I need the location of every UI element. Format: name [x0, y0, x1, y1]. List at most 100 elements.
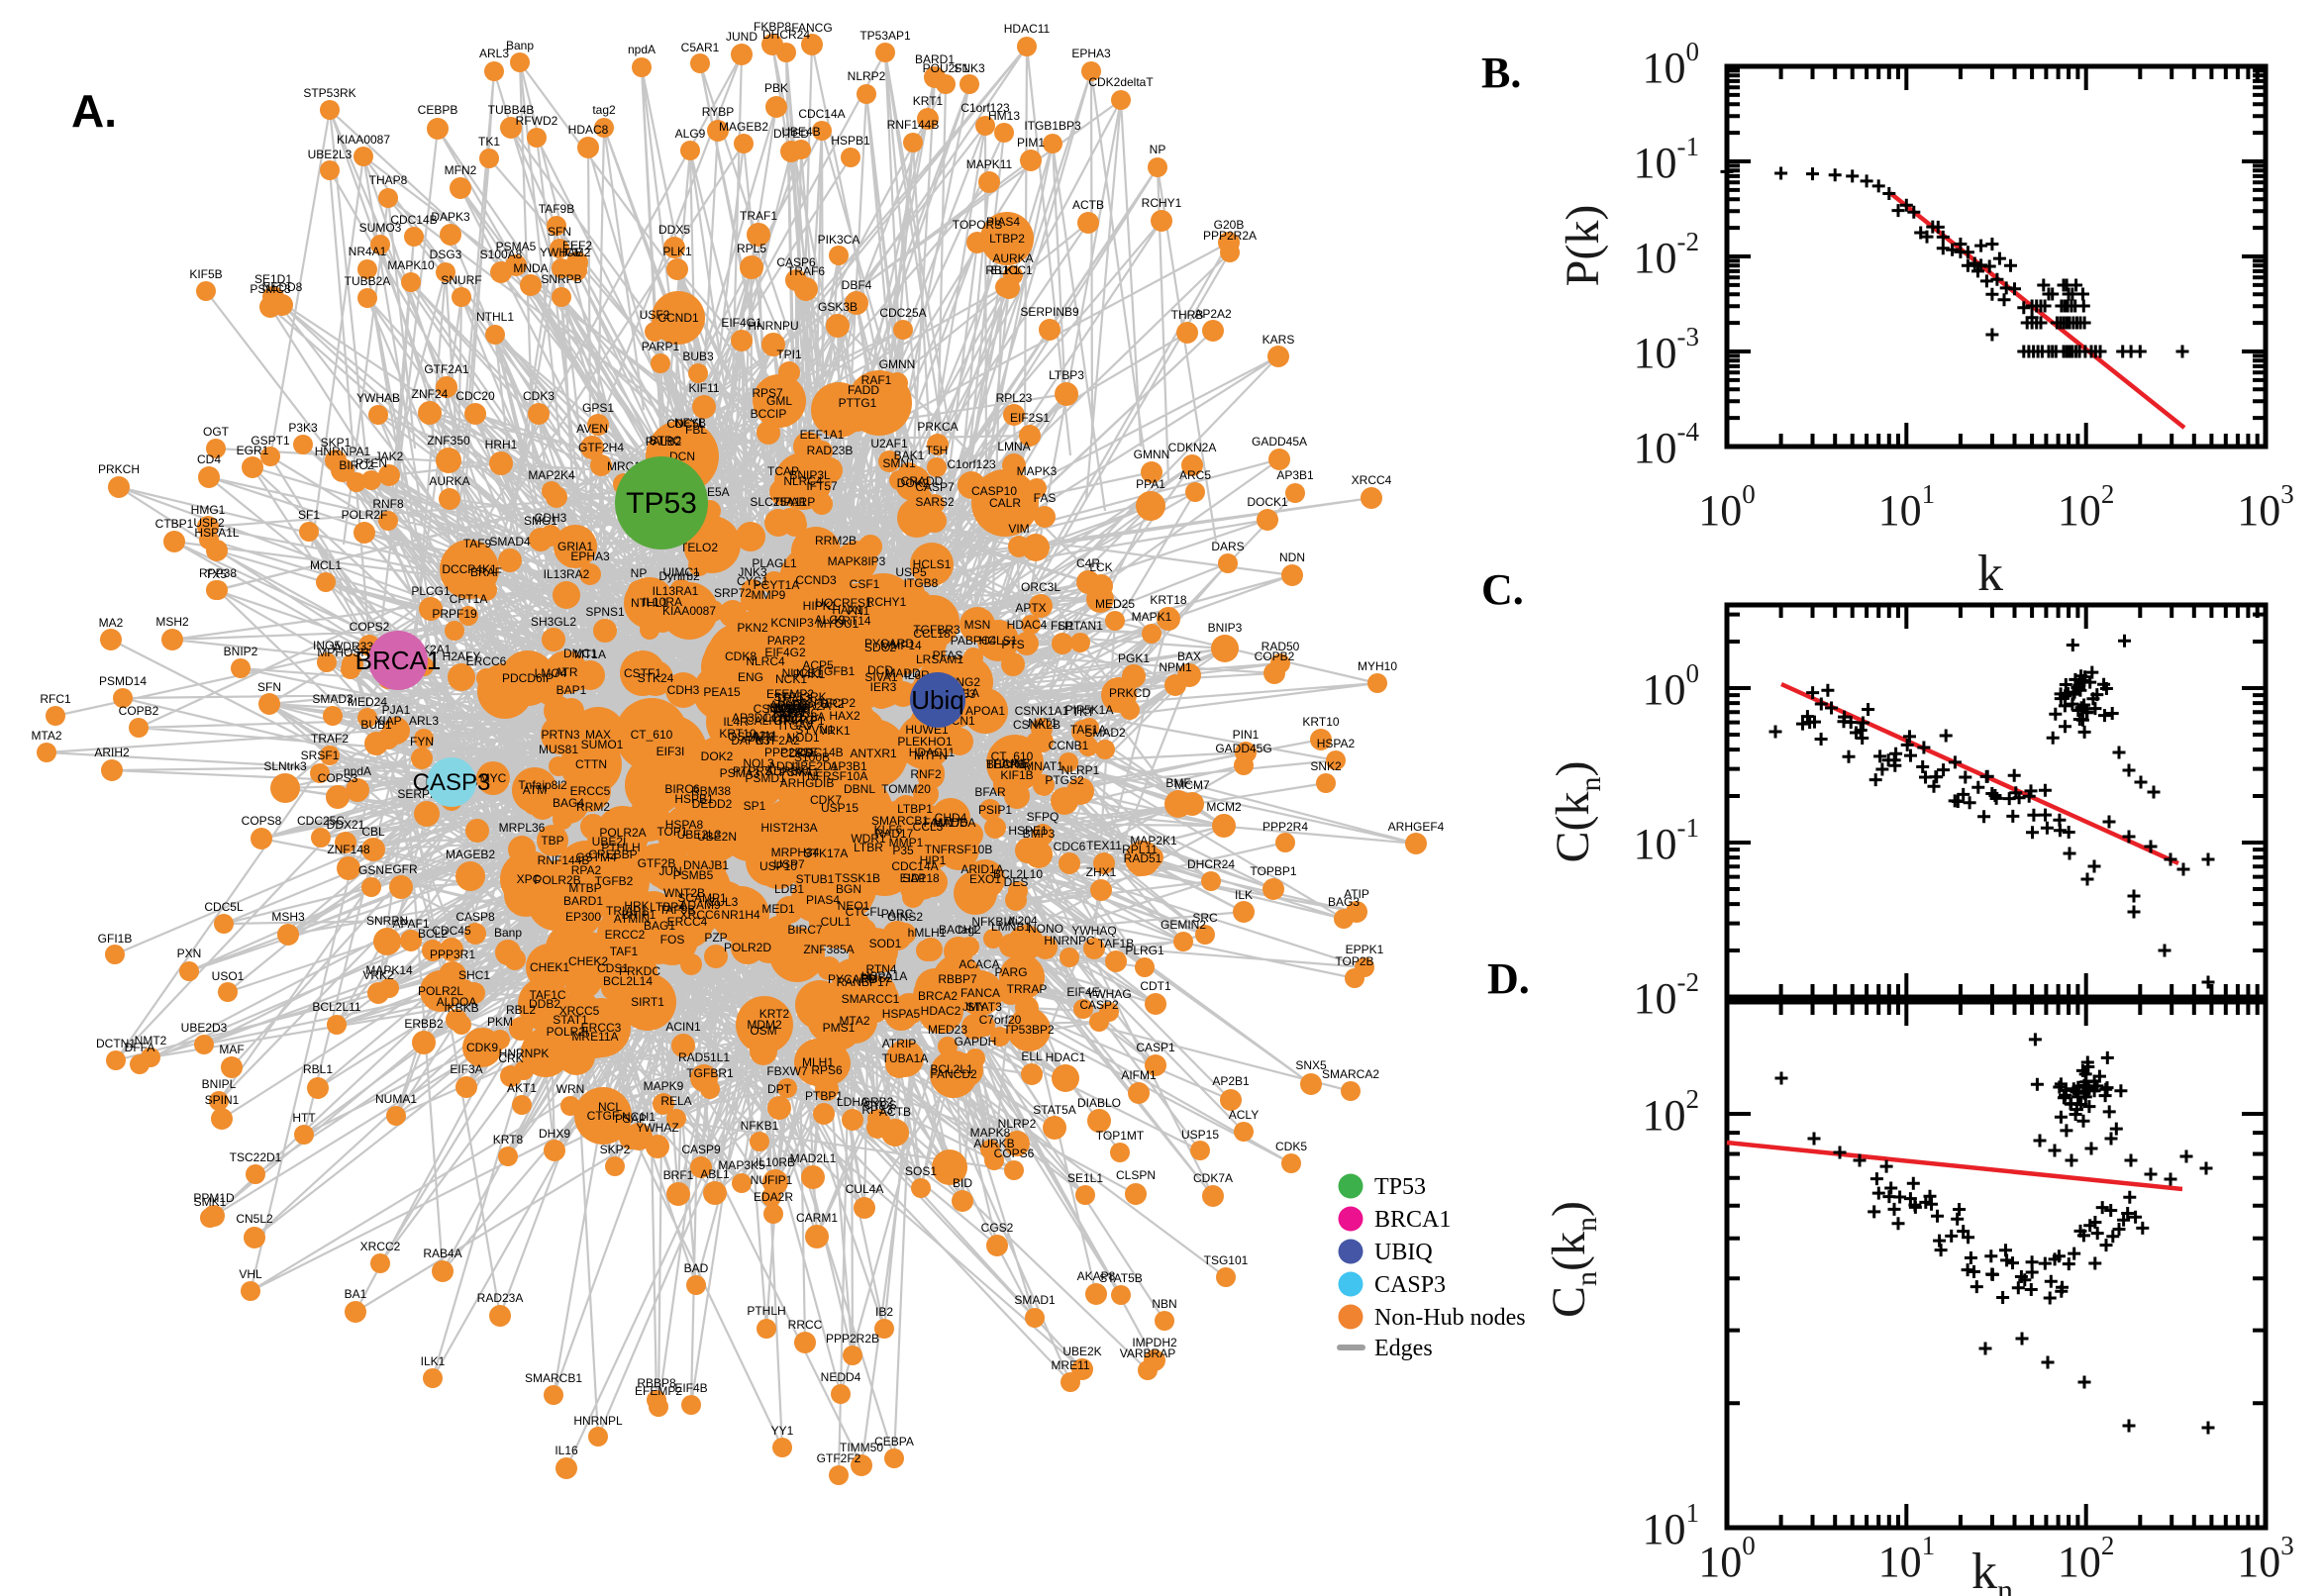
svg-text:VIM: VIM — [1008, 522, 1029, 536]
svg-text:UBE2L3: UBE2L3 — [677, 828, 722, 842]
svg-text:CDC14B: CDC14B — [796, 746, 843, 759]
svg-text:CDK6: CDK6 — [780, 747, 812, 760]
svg-text:SF1: SF1 — [298, 508, 320, 522]
svg-text:UBE2I: UBE2I — [592, 835, 627, 848]
svg-text:ILK: ILK — [1235, 888, 1253, 902]
svg-text:ATIP: ATIP — [1344, 887, 1369, 901]
svg-text:CCND1: CCND1 — [657, 311, 699, 325]
svg-text:NMT2: NMT2 — [135, 1034, 167, 1047]
svg-text:CASP7: CASP7 — [915, 480, 955, 494]
svg-text:Dynlrb2: Dynlrb2 — [658, 569, 700, 583]
svg-text:MSH3: MSH3 — [271, 910, 305, 924]
svg-text:DARS: DARS — [1211, 540, 1244, 553]
svg-text:DES: DES — [1004, 875, 1029, 889]
svg-text:STAT5A: STAT5A — [1033, 1103, 1076, 1117]
svg-text:GRIPAP1: GRIPAP1 — [773, 714, 824, 728]
svg-text:GPS1: GPS1 — [582, 401, 614, 415]
svg-text:SE1L1: SE1L1 — [1067, 1171, 1103, 1185]
svg-text:GADD45A: GADD45A — [1252, 435, 1307, 449]
svg-text:SE1D1: SE1D1 — [254, 272, 292, 286]
svg-text:COPS2: COPS2 — [350, 620, 390, 634]
svg-text:CDC14B: CDC14B — [390, 213, 437, 227]
svg-text:BRCA2: BRCA2 — [918, 989, 958, 1003]
svg-text:RANBP17: RANBP17 — [837, 975, 891, 989]
svg-text:RBBP7: RBBP7 — [938, 972, 977, 986]
svg-text:PPP2R2A: PPP2R2A — [1203, 229, 1257, 243]
svg-text:RPP38: RPP38 — [199, 566, 237, 580]
svg-text:BCL2L14: BCL2L14 — [603, 974, 653, 988]
svg-text:NC1I1: NC1I1 — [622, 1110, 656, 1124]
svg-text:AURKA: AURKA — [992, 251, 1033, 265]
svg-text:BAG3: BAG3 — [1328, 895, 1360, 909]
svg-text:S100A8: S100A8 — [480, 248, 523, 261]
svg-text:YWHAG: YWHAG — [1086, 987, 1131, 1001]
svg-text:CDC45: CDC45 — [432, 924, 471, 938]
svg-text:EIF4B: EIF4B — [674, 1381, 707, 1395]
svg-text:GMNN: GMNN — [1134, 448, 1170, 461]
svg-text:MCM7: MCM7 — [1174, 778, 1210, 792]
svg-text:NCL: NCL — [598, 1100, 622, 1114]
svg-text:LMNB1: LMNB1 — [991, 920, 1031, 934]
svg-text:MAD2L1: MAD2L1 — [790, 1151, 837, 1165]
svg-text:TKT: TKT — [1072, 705, 1095, 719]
svg-text:ABL1: ABL1 — [700, 1167, 730, 1181]
svg-text:WDR1: WDR1 — [851, 832, 886, 846]
svg-text:NFYB: NFYB — [674, 416, 706, 430]
svg-text:ILK1: ILK1 — [421, 1354, 446, 1368]
svg-text:SNK3: SNK3 — [954, 61, 985, 75]
svg-text:RRCC: RRCC — [788, 1318, 823, 1332]
svg-text:MAGEB2: MAGEB2 — [446, 848, 495, 861]
svg-text:FBXW7: FBXW7 — [766, 1064, 808, 1078]
svg-text:EPHA3: EPHA3 — [570, 549, 610, 563]
svg-text:npdA: npdA — [344, 764, 371, 778]
svg-text:C7orf20: C7orf20 — [979, 1013, 1022, 1027]
svg-text:SFN: SFN — [257, 680, 281, 694]
svg-text:CALR: CALR — [989, 496, 1021, 510]
svg-text:TOPBP1: TOPBP1 — [1250, 864, 1296, 878]
svg-text:MMP9: MMP9 — [752, 588, 786, 602]
svg-text:ITGB1BP3: ITGB1BP3 — [1024, 119, 1081, 133]
svg-text:SDC2: SDC2 — [864, 641, 896, 654]
svg-text:RTN4: RTN4 — [865, 962, 896, 976]
svg-text:NAT1: NAT1 — [1028, 716, 1058, 730]
svg-text:KRT18: KRT18 — [1150, 593, 1186, 607]
svg-text:XIAP: XIAP — [374, 714, 401, 728]
svg-text:SMAD1: SMAD1 — [1014, 1293, 1056, 1307]
svg-text:SMK1: SMK1 — [194, 1195, 227, 1209]
svg-text:PMS1: PMS1 — [823, 1021, 856, 1035]
svg-text:HCLS1: HCLS1 — [979, 634, 1018, 648]
svg-text:MDM2: MDM2 — [747, 1018, 782, 1032]
svg-text:Ubiq: Ubiq — [911, 685, 963, 715]
svg-text:HSPB1: HSPB1 — [674, 792, 714, 806]
svg-text:TBP: TBP — [541, 834, 563, 848]
svg-text:USP15: USP15 — [1181, 1128, 1219, 1142]
svg-text:SFN: SFN — [548, 225, 571, 239]
svg-text:PTPRS: PTPRS — [733, 764, 772, 778]
svg-text:UBIQ: UBIQ — [1374, 1240, 1433, 1265]
svg-text:ACTB: ACTB — [1072, 198, 1104, 212]
svg-text:FOS: FOS — [660, 933, 685, 947]
svg-text:SPIN1: SPIN1 — [205, 1093, 240, 1107]
svg-text:JUND: JUND — [726, 30, 758, 44]
svg-text:AP3B1: AP3B1 — [830, 759, 867, 773]
svg-text:KRT10: KRT10 — [719, 727, 756, 741]
svg-text:NEDD8: NEDD8 — [262, 280, 303, 294]
svg-text:PPP2R4: PPP2R4 — [1262, 820, 1308, 834]
svg-text:EIF2S1: EIF2S1 — [1010, 411, 1050, 425]
svg-text:KRT10: KRT10 — [1302, 715, 1339, 729]
svg-text:MMP14: MMP14 — [880, 639, 922, 652]
svg-text:PPP2R5E: PPP2R5E — [764, 746, 818, 759]
svg-text:SMN1: SMN1 — [882, 456, 916, 470]
svg-text:AP2B1: AP2B1 — [1212, 1074, 1250, 1088]
svg-text:HNRNPL: HNRNPL — [573, 1414, 623, 1428]
svg-text:BUB3: BUB3 — [682, 349, 714, 363]
svg-text:CT_610: CT_610 — [631, 728, 673, 742]
svg-text:BMF: BMF — [1165, 776, 1190, 790]
svg-text:SYVN1: SYVN1 — [795, 723, 835, 737]
svg-text:CDKN2A: CDKN2A — [1168, 441, 1217, 454]
svg-text:MYH10: MYH10 — [1358, 659, 1397, 673]
svg-text:SUMO1: SUMO1 — [581, 738, 624, 751]
svg-text:BIRC7: BIRC7 — [787, 923, 823, 937]
svg-text:MAP2K1: MAP2K1 — [1130, 834, 1177, 848]
svg-text:RPA2: RPA2 — [571, 863, 602, 877]
